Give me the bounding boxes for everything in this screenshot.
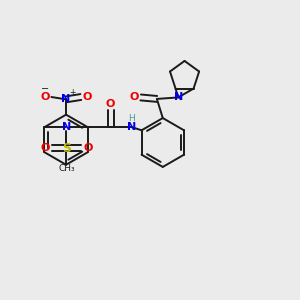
Text: O: O [82,92,92,102]
Text: N: N [174,92,183,102]
Text: H: H [128,114,135,123]
Text: N: N [127,122,136,132]
Text: S: S [62,142,71,155]
Text: O: O [40,143,50,153]
Text: O: O [40,92,50,102]
Text: O: O [106,99,115,109]
Text: N: N [61,94,71,104]
Text: +: + [69,88,76,98]
Text: O: O [83,143,92,153]
Text: N: N [62,122,71,132]
Text: −: − [41,84,49,94]
Text: CH₃: CH₃ [58,164,75,173]
Text: O: O [130,92,139,102]
